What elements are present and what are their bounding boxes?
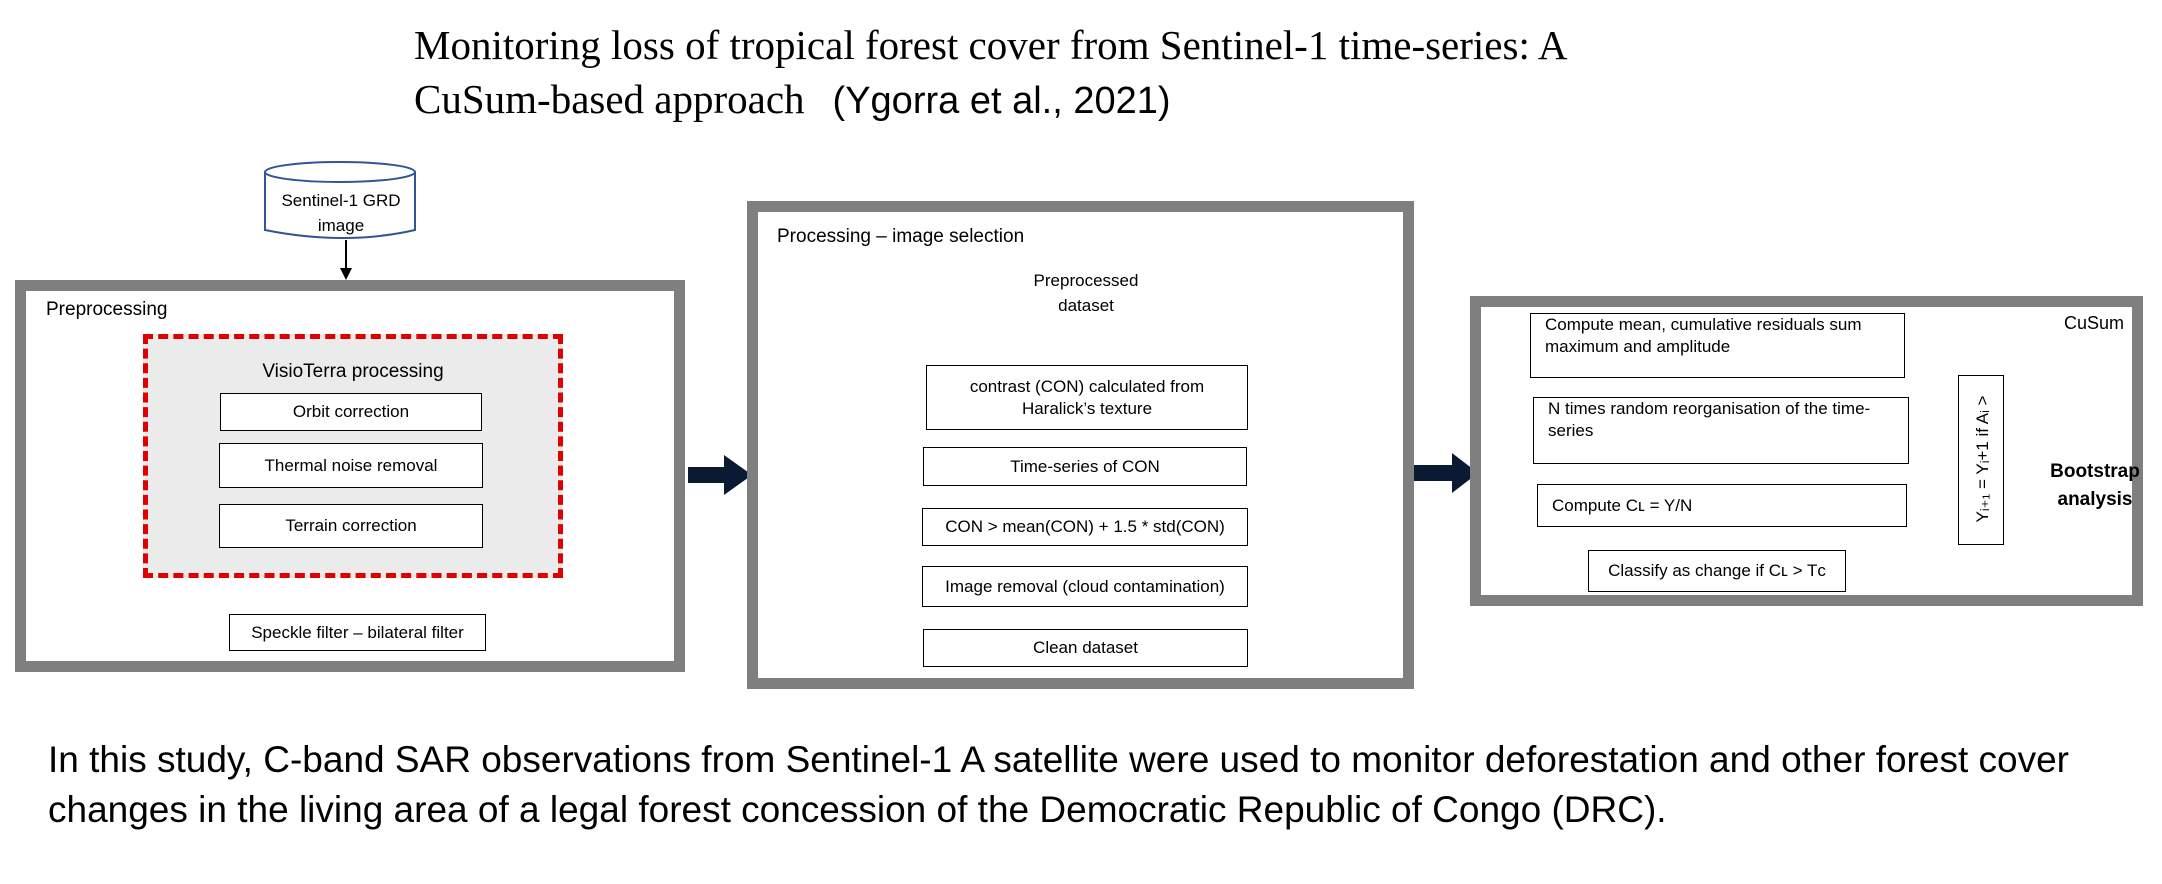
bootstrap-label: Bootstrap analysis (2040, 458, 2150, 514)
step-contrast-line-1: contrast (CON) calculated from (969, 376, 1205, 396)
caption-line-1: In this study, C-band SAR observations f… (48, 739, 2069, 780)
diamond-line-1: Preprocessed (1033, 271, 1139, 290)
caption: In this study, C-band SAR observations f… (48, 735, 2148, 835)
citation: (Ygorra et al., 2021) (832, 80, 1171, 122)
flow-arrow-1 (688, 455, 752, 495)
step-image-removal: Image removal (cloud contamination) (922, 566, 1248, 607)
step-clean-dataset: Clean dataset (923, 629, 1248, 667)
image-selection-label: Processing – image selection (777, 226, 1025, 247)
cusum-label: CuSum (2063, 313, 2124, 333)
diamond-line-2: dataset (1058, 296, 1114, 315)
source-label: Sentinel-1 GRD image (268, 188, 414, 238)
image-selection-panel: Processing – image selection (747, 201, 1414, 689)
step-compute-cl: Compute Cʟ = Y/N (1537, 484, 1907, 527)
slide-title: Monitoring loss of tropical forest cover… (414, 18, 1914, 128)
step-classify-change: Classify as change if Cʟ > Tᴄ (1588, 550, 1846, 592)
preprocessing-label: Preprocessing (46, 299, 168, 320)
step-random-line-2: series (1548, 421, 1594, 440)
step-thermal-noise-removal: Thermal noise removal (219, 443, 483, 488)
step-contrast-con: contrast (CON) calculated from Haralick’… (926, 365, 1248, 430)
step-orbit-correction: Orbit correction (220, 393, 482, 431)
step-compute-mean-line-1: Compute mean, cumulative residuals sum (1545, 315, 1862, 334)
source-line-2: image (317, 216, 365, 235)
flow-arrow-2 (1412, 453, 1478, 493)
step-compute-mean-line-2: maximum and amplitude (1545, 337, 1731, 356)
step-random-reorganisation: N times random reorganisation of the tim… (1533, 397, 1909, 464)
caption-line-2: changes in the living area of a legal fo… (48, 789, 1667, 830)
loop-rule-box: Yᵢ₊₁ = Yᵢ+1 if Aᵢ > (1958, 375, 2004, 545)
bootstrap-line-2: analysis (2057, 489, 2133, 510)
title-line-2-text: CuSum-based approach (414, 76, 805, 122)
step-terrain-correction: Terrain correction (219, 504, 483, 548)
loop-rule-text: Yᵢ₊₁ = Yᵢ+1 if Aᵢ > (1973, 395, 1992, 523)
step-time-series-con: Time-series of CON (923, 447, 1247, 486)
step-random-line-1: N times random reorganisation of the tim… (1548, 399, 1871, 418)
step-compute-mean: Compute mean, cumulative residuals sum m… (1530, 313, 1905, 378)
database-cylinder-icon (264, 161, 416, 239)
visioterra-title: VisioTerra processing (262, 361, 444, 382)
step-contrast-line-2: Haralick’s texture (1021, 398, 1153, 418)
title-line-1: Monitoring loss of tropical forest cover… (414, 22, 1568, 68)
bootstrap-line-1: Bootstrap (2050, 461, 2140, 482)
title-line-2: CuSum-based approach (Ygorra et al., 2021… (414, 72, 1914, 128)
source-line-1: Sentinel-1 GRD (281, 191, 401, 210)
step-threshold: CON > mean(CON) + 1.5 * std(CON) (922, 508, 1248, 546)
step-speckle-filter: Speckle filter – bilateral filter (229, 614, 486, 651)
diamond-label: Preprocessed dataset (1020, 268, 1152, 318)
arrowhead-source (340, 268, 352, 280)
